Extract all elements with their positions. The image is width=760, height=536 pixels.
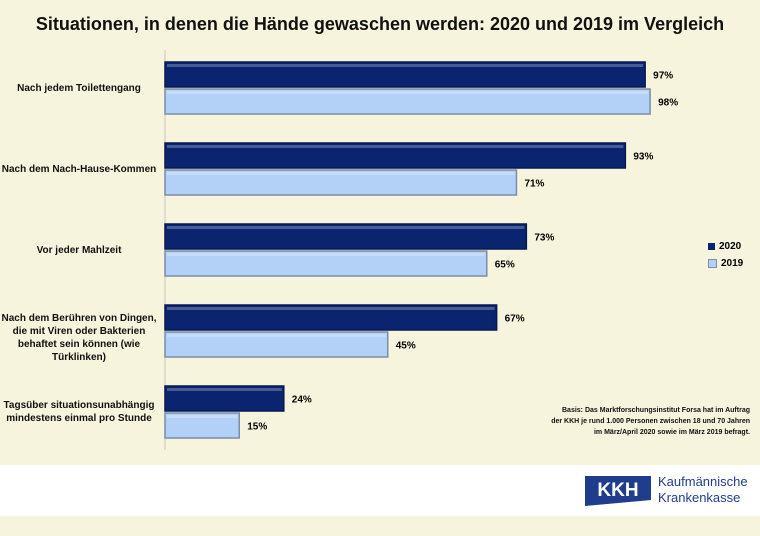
legend-label: 2019 [721,258,744,269]
legend-item-2020: 2020 [708,241,741,252]
data-label: 97% [653,71,673,82]
category-label: Nach jedem Toilettengang [17,82,141,94]
data-label: 98% [658,98,678,109]
bar-2019-3 [164,331,389,358]
brand-name: Kaufmännische Krankenkasse [658,474,748,506]
source-note: Basis: Das Marktforschungsinstitut Forsa… [551,407,750,436]
bar-highlight [167,226,525,229]
category-label: Tagsüber situationsunabhängig mindestens… [3,400,155,424]
bar-2020-4 [164,385,285,412]
category-label: Vor jeder Mahlzeit [36,244,122,256]
bar-highlight [167,307,495,310]
bar-2019-2 [164,250,488,277]
data-label: 73% [534,233,554,244]
bar-highlight [167,172,515,175]
bar-highlight [167,253,485,256]
data-label: 24% [292,395,312,406]
bar-highlight [167,415,238,418]
kkh-logo: KKH [585,476,651,506]
bar-2020-2 [164,223,528,250]
bar-highlight [167,388,282,391]
legend-swatch [708,243,715,250]
bar-2019-1 [164,169,518,196]
legend-label: 2020 [719,241,742,252]
bar-highlight [167,91,649,94]
brand-line-1: Kaufmännische [658,474,748,489]
bar-highlight [167,64,644,67]
bar-chart: 97% 98% 93% 71% 73% 65% 67% 45% 24% 15% [164,50,678,450]
brand-line-2: Krankenkasse [658,490,741,505]
data-label: 65% [495,260,515,271]
data-label: 93% [633,152,653,163]
bar-2020-1 [164,142,627,169]
bar-highlight [167,334,386,337]
data-label: 71% [524,179,544,190]
data-label: 15% [247,422,267,433]
data-label: 45% [396,341,416,352]
bar-2019-4 [164,412,240,439]
chart-title: Situationen, in denen die Hände gewasche… [35,14,725,34]
bar-2020-0 [164,61,646,88]
bar-highlight [167,145,624,148]
legend-item-2019: 2019 [708,258,743,269]
category-label: Nach dem Nach-Hause-Kommen [1,163,157,175]
data-label: 67% [505,314,525,325]
bar-2020-3 [164,304,498,331]
category-label: Nach dem Berühren von Dingen, die mit Vi… [1,312,157,363]
bar-2019-0 [164,88,651,115]
legend-swatch [708,259,717,268]
